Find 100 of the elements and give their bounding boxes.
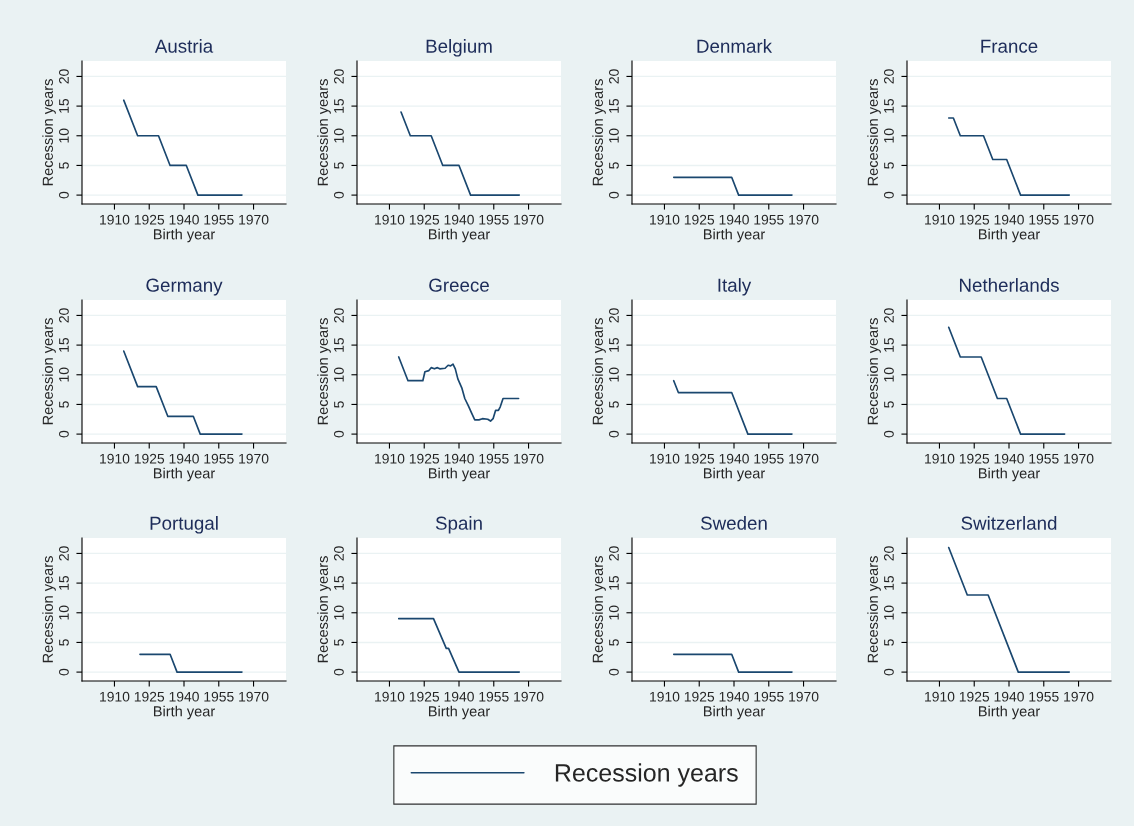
x-axis-title: Birth year — [428, 228, 490, 243]
line-series — [400, 111, 521, 196]
x-tick-label: 1970 — [789, 214, 819, 225]
x-tick-label: 1940 — [994, 691, 1024, 702]
y-tick-label: 15 — [59, 337, 69, 352]
y-tick-label: 15 — [334, 98, 344, 113]
x-tick-label: 1910 — [925, 214, 955, 225]
x-tick-label: 1925 — [959, 453, 990, 464]
x-axis-title: Birth year — [153, 705, 215, 720]
x-tick-label: 1955 — [754, 691, 784, 702]
x-axis-title: Birth year — [703, 705, 765, 720]
x-tick-label: 1970 — [789, 453, 819, 464]
x-tick-label: 1925 — [134, 214, 165, 225]
y-tick-label: 10 — [609, 367, 619, 382]
chart-title: Germany — [146, 278, 223, 296]
line-series — [122, 350, 243, 435]
x-tick-label: 1970 — [514, 453, 544, 464]
x-tick-label: 1955 — [204, 214, 234, 225]
x-tick-label: 1955 — [754, 453, 784, 464]
y-tick-label: 0 — [609, 668, 619, 676]
x-tick-label: 1910 — [650, 691, 680, 702]
y-axis-title: Recession years — [592, 318, 606, 425]
y-tick-label: 5 — [609, 639, 619, 646]
x-tick-label: 1910 — [100, 214, 130, 225]
y-tick-label: 15 — [609, 337, 619, 352]
chart-title: Switzerland — [961, 516, 1057, 530]
x-tick-label: 1955 — [1029, 214, 1059, 225]
chart-title: Belgium — [426, 39, 492, 57]
x-tick-label: 1940 — [444, 691, 474, 702]
x-tick-label: 1955 — [1029, 453, 1059, 464]
x-tick-label: 1970 — [239, 691, 269, 702]
y-axis-title: Recession years — [317, 556, 331, 663]
y-axis-title: Recession years — [867, 79, 881, 186]
line-series — [947, 117, 1071, 196]
x-tick-label: 1955 — [754, 214, 784, 225]
y-tick-label: 10 — [334, 128, 344, 143]
y-tick-label: 0 — [334, 191, 344, 199]
x-tick-label: 1940 — [169, 453, 199, 464]
y-tick-label: 20 — [609, 308, 619, 323]
x-tick-label: 1955 — [479, 453, 509, 464]
x-tick-label: 1940 — [719, 214, 749, 225]
y-tick-label: 5 — [59, 639, 69, 646]
x-tick-label: 1925 — [134, 691, 165, 702]
y-tick-label: 0 — [59, 668, 69, 676]
y-tick-label: 0 — [884, 430, 894, 438]
y-tick-label: 10 — [884, 367, 894, 382]
x-axis-title: Birth year — [428, 705, 490, 720]
y-tick-label: 0 — [59, 191, 69, 199]
x-tick-label: 1940 — [994, 453, 1024, 464]
x-tick-label: 1970 — [514, 691, 544, 702]
y-tick-label: 10 — [334, 605, 344, 620]
y-tick-label: 5 — [609, 401, 619, 408]
y-tick-label: 10 — [884, 605, 894, 620]
x-tick-label: 1940 — [444, 453, 474, 464]
x-tick-label: 1940 — [719, 691, 749, 702]
x-tick-label: 1925 — [409, 453, 440, 464]
x-tick-label: 1955 — [204, 691, 234, 702]
x-axis-title: Birth year — [978, 467, 1040, 482]
x-tick-label: 1910 — [925, 691, 955, 702]
x-axis-title: Birth year — [153, 228, 215, 243]
y-tick-label: 15 — [334, 575, 344, 590]
y-tick-label: 20 — [884, 308, 894, 323]
y-axis-title: Recession years — [317, 79, 331, 186]
y-tick-label: 5 — [59, 162, 69, 169]
y-tick-label: 15 — [59, 575, 69, 590]
y-tick-label: 15 — [884, 575, 894, 590]
y-tick-label: 5 — [334, 401, 344, 408]
x-axis-title: Birth year — [978, 228, 1040, 243]
y-tick-label: 15 — [884, 98, 894, 113]
x-tick-label: 1940 — [444, 214, 474, 225]
y-tick-label: 0 — [609, 191, 619, 199]
x-tick-label: 1925 — [134, 453, 165, 464]
x-axis-title: Birth year — [428, 467, 490, 482]
x-tick-label: 1955 — [1029, 691, 1059, 702]
line-series — [397, 356, 520, 422]
x-tick-label: 1955 — [204, 453, 234, 464]
chart-title: Greece — [429, 278, 489, 292]
y-tick-label: 20 — [609, 69, 619, 84]
x-tick-label: 1910 — [925, 453, 955, 464]
x-tick-label: 1910 — [650, 214, 680, 225]
chart-title: Italy — [718, 278, 752, 296]
x-tick-label: 1910 — [100, 691, 130, 702]
y-tick-label: 0 — [609, 430, 619, 438]
chart-title: Denmark — [697, 39, 773, 53]
y-tick-label: 5 — [334, 639, 344, 646]
x-tick-label: 1940 — [169, 214, 199, 225]
x-tick-label: 1925 — [684, 214, 715, 225]
x-tick-label: 1925 — [409, 214, 440, 225]
y-tick-label: 15 — [334, 337, 344, 352]
y-axis-title: Recession years — [592, 556, 606, 663]
x-tick-label: 1970 — [1064, 214, 1094, 225]
y-tick-label: 20 — [884, 546, 894, 561]
y-axis-title: Recession years — [592, 79, 606, 186]
x-tick-label: 1940 — [169, 691, 199, 702]
y-axis-title: Recession years — [42, 556, 56, 663]
chart-title: France — [981, 39, 1038, 53]
line-series — [947, 326, 1066, 435]
chart-title: Spain — [435, 516, 482, 534]
y-tick-label: 20 — [334, 546, 344, 561]
x-tick-label: 1910 — [375, 691, 405, 702]
